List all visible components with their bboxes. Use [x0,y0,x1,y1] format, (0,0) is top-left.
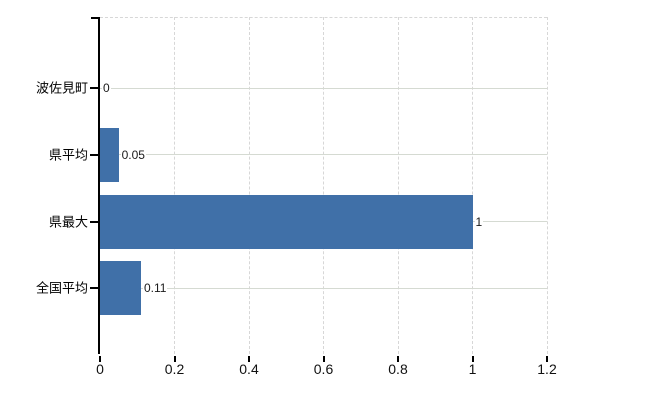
bar [100,127,119,182]
y-axis-end-tick [91,17,98,19]
x-tick-label: 0.6 [313,361,334,377]
x-axis-tick [546,356,548,362]
x-gridline [248,17,250,354]
category-label: 県最大 [48,214,88,230]
bar [100,261,141,316]
category-gridline [100,287,547,289]
x-axis-tick [248,356,250,362]
y-axis-tick [90,87,98,89]
x-gridline [323,17,324,354]
y-axis-tick [90,287,98,290]
x-tick-label: 0 [96,361,104,377]
category-label: 全国平均 [35,280,88,296]
y-axis-tick [90,153,98,156]
x-axis-tick [99,356,101,362]
bar-value-label: 0 [102,81,111,95]
bar [100,194,473,249]
x-tick-label: 0.8 [388,361,408,377]
category-label: 波佐見町 [35,80,88,96]
x-axis-tick [173,356,176,362]
category-label: 県平均 [48,147,88,163]
x-tick-label: 0.2 [164,361,185,377]
y-axis-line [98,17,100,354]
x-tick-label: 1.2 [537,361,557,377]
bar-value-label: 0.11 [142,281,168,296]
category-gridline [100,154,547,156]
bar-value-label: 0.05 [120,147,146,162]
bar-value-label: 1 [474,214,484,229]
plot-area: 0 0.2 0.4 0.6 0.8 1 1.2 波佐見町 0 県平均 0.05 県最大 1 全国平均 0.1… [36,17,557,377]
x-gridline [397,17,399,354]
x-gridline [546,17,548,354]
x-axis-tick [322,356,325,362]
x-gridline [174,17,175,354]
x-axis-tick [471,356,474,362]
x-tick-label: 0.4 [239,361,259,377]
category-gridline [100,87,547,89]
y-axis-tick [90,220,98,223]
x-tick-label: 1 [468,361,477,377]
x-axis-tick [397,356,399,362]
x-gridline [472,17,473,354]
